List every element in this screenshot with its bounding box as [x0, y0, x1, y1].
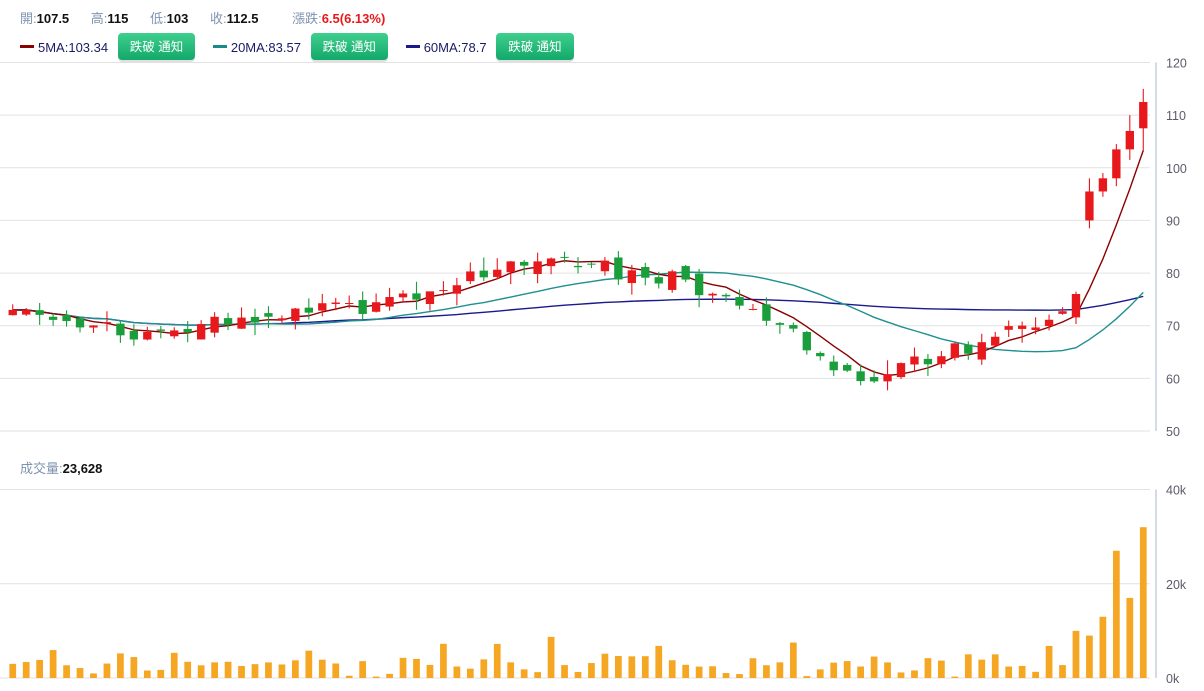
svg-text:40k: 40k: [1166, 484, 1187, 498]
svg-text:20k: 20k: [1166, 578, 1187, 592]
svg-text:0k: 0k: [1166, 672, 1180, 686]
